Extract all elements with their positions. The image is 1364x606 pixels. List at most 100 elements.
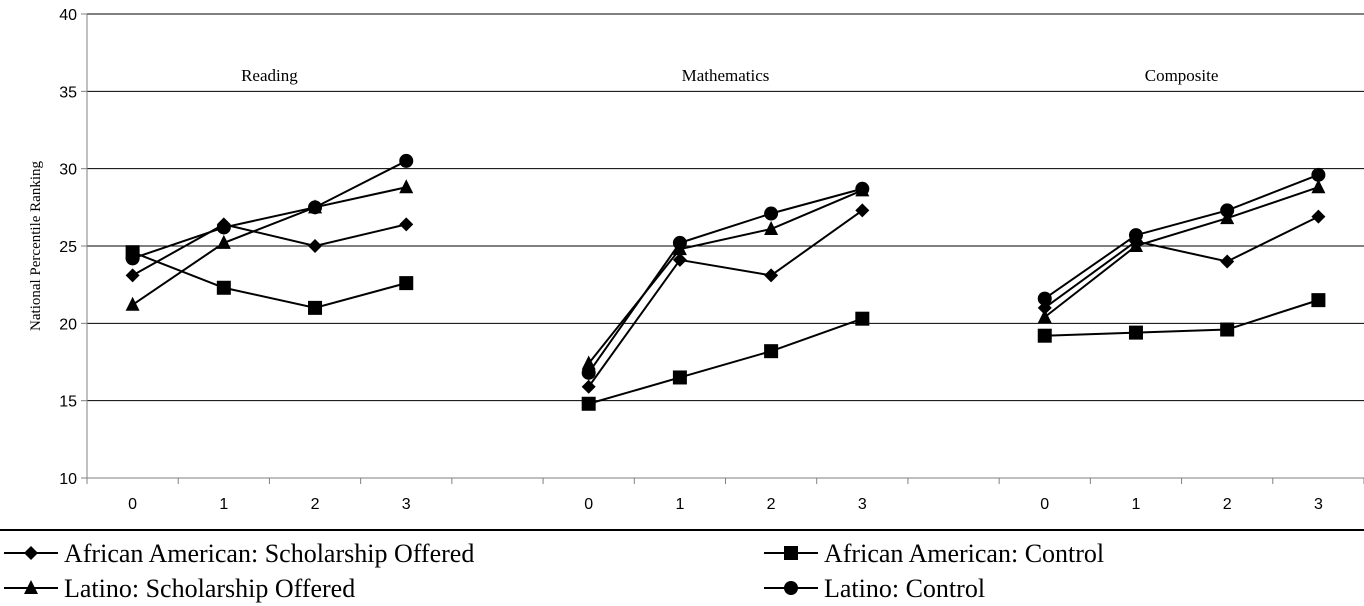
legend-marker bbox=[24, 580, 38, 594]
series-line bbox=[587, 187, 863, 374]
series-triangle bbox=[581, 182, 870, 370]
data-point bbox=[581, 396, 596, 411]
series-circle bbox=[581, 181, 870, 380]
legend: African American: Scholarship Offered Afr… bbox=[0, 529, 1364, 603]
data-point bbox=[216, 280, 231, 295]
legend-item: African American: Control bbox=[764, 539, 1104, 568]
data-series bbox=[125, 153, 1326, 411]
panel-title: Composite bbox=[1145, 66, 1219, 85]
data-point bbox=[399, 179, 414, 194]
series-square bbox=[125, 245, 414, 315]
data-point bbox=[764, 220, 779, 235]
x-tick-label: 0 bbox=[128, 496, 137, 513]
x-tick-label: 0 bbox=[1040, 496, 1049, 513]
x-tick-label: 1 bbox=[675, 496, 684, 513]
x-tick-label: 2 bbox=[311, 496, 320, 513]
data-point bbox=[1128, 238, 1143, 252]
data-point bbox=[125, 296, 140, 311]
legend-marker bbox=[784, 581, 798, 595]
data-point bbox=[855, 311, 870, 326]
data-point bbox=[399, 153, 414, 168]
series-line bbox=[587, 209, 863, 388]
data-point bbox=[125, 268, 140, 283]
legend-item: Latino: Scholarship Offered bbox=[4, 574, 355, 603]
series-diamond bbox=[581, 203, 870, 394]
data-point bbox=[399, 276, 414, 291]
data-point bbox=[1220, 203, 1235, 218]
series-line bbox=[132, 223, 407, 277]
series-line bbox=[1044, 186, 1319, 318]
data-point bbox=[1311, 167, 1326, 182]
data-point bbox=[855, 181, 870, 196]
x-tick-label: 1 bbox=[219, 496, 228, 513]
series-line bbox=[587, 189, 863, 365]
legend-label: African American: Control bbox=[824, 539, 1104, 568]
series-circle bbox=[125, 153, 414, 266]
data-point bbox=[1037, 309, 1052, 324]
data-point bbox=[672, 370, 687, 385]
data-point bbox=[1037, 328, 1052, 343]
data-point bbox=[308, 300, 323, 315]
x-tick-label: 0 bbox=[584, 496, 593, 513]
axes bbox=[81, 13, 1364, 484]
y-tick-label: 15 bbox=[59, 394, 77, 411]
data-point bbox=[1128, 325, 1143, 340]
data-point bbox=[1220, 322, 1235, 337]
y-tick-label: 10 bbox=[59, 471, 77, 488]
y-tick-label: 40 bbox=[59, 7, 77, 24]
data-point bbox=[581, 365, 596, 380]
series-diamond bbox=[125, 217, 414, 283]
y-axis-label: National Percentile Ranking bbox=[28, 161, 44, 331]
x-tick-label: 3 bbox=[858, 496, 867, 513]
x-tick-label: 2 bbox=[767, 496, 776, 513]
series-square bbox=[581, 311, 870, 411]
series-square bbox=[1037, 293, 1326, 343]
series-line bbox=[1044, 299, 1319, 337]
data-point bbox=[764, 344, 779, 359]
y-tick-label: 25 bbox=[59, 239, 77, 256]
series-line bbox=[132, 160, 407, 260]
data-point bbox=[581, 355, 596, 370]
panel-title: Mathematics bbox=[682, 66, 770, 85]
series-line bbox=[1044, 215, 1319, 309]
data-point bbox=[1220, 254, 1235, 269]
data-point bbox=[855, 203, 870, 218]
data-point bbox=[216, 234, 231, 249]
series-circle bbox=[1037, 167, 1326, 306]
data-point bbox=[1128, 228, 1143, 243]
series-line bbox=[132, 186, 407, 306]
x-tick-label: 3 bbox=[1314, 496, 1323, 513]
series-line bbox=[1044, 173, 1319, 300]
legend-item: Latino: Control bbox=[764, 574, 985, 603]
x-tick-label: 2 bbox=[1223, 496, 1232, 513]
series-diamond bbox=[1037, 209, 1326, 315]
gridlines bbox=[87, 13, 1364, 402]
legend-marker bbox=[24, 546, 38, 560]
y-tick-label: 20 bbox=[59, 316, 77, 333]
x-tick-label: 3 bbox=[402, 496, 411, 513]
data-point bbox=[308, 239, 323, 253]
data-point bbox=[1311, 179, 1326, 194]
y-tick-label: 35 bbox=[59, 84, 77, 101]
panel-title: Reading bbox=[241, 66, 298, 85]
legend-item: African American: Scholarship Offered bbox=[4, 539, 474, 568]
legend-label: Latino: Scholarship Offered bbox=[64, 574, 355, 603]
series-triangle bbox=[125, 179, 414, 311]
data-point bbox=[672, 235, 687, 250]
data-point bbox=[1311, 293, 1326, 308]
data-point bbox=[308, 200, 323, 215]
legend-label: African American: Scholarship Offered bbox=[64, 539, 474, 568]
data-point bbox=[764, 268, 779, 283]
data-point bbox=[1037, 291, 1052, 306]
series-line bbox=[132, 251, 407, 309]
data-point bbox=[125, 251, 140, 266]
legend-marker bbox=[784, 546, 798, 560]
x-tick-label: 1 bbox=[1132, 496, 1141, 513]
data-point bbox=[764, 206, 779, 221]
data-point bbox=[672, 252, 687, 267]
data-point bbox=[1311, 209, 1326, 224]
data-point bbox=[399, 217, 414, 232]
data-point bbox=[581, 379, 596, 394]
